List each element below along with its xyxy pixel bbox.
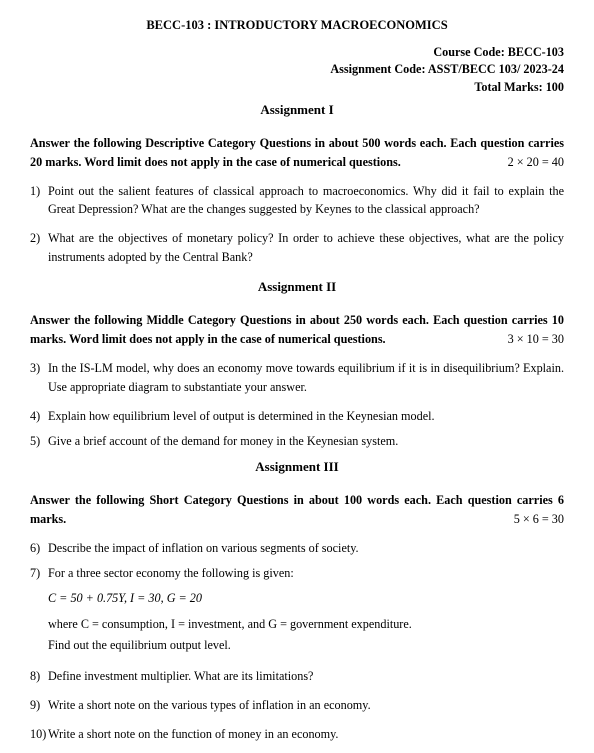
question-number: 7) — [30, 564, 40, 583]
question-7: 7) For a three sector economy the follow… — [30, 564, 564, 583]
question-7-equation: C = 50 + 0.75Y, I = 30, G = 20 — [30, 589, 564, 608]
assignment-code: Assignment Code: ASST/BECC 103/ 2023-24 — [30, 61, 564, 78]
total-marks: Total Marks: 100 — [30, 79, 564, 96]
question-text: Write a short note on the function of mo… — [48, 727, 338, 741]
question-number: 1) — [30, 182, 40, 201]
instructions-text: Answer the following Middle Category Que… — [30, 313, 564, 346]
instructions-text: Answer the following Short Category Ques… — [30, 493, 564, 526]
marks-value: 3 × 10 = 30 — [508, 332, 564, 346]
question-1: 1) Point out the salient features of cla… — [30, 182, 564, 220]
question-number: 3) — [30, 359, 40, 378]
question-text: In the IS-LM model, why does an economy … — [48, 361, 564, 394]
assignment-1-marks: 2 × 20 = 40 — [492, 153, 564, 172]
marks-value: 2 × 20 = 40 — [508, 155, 564, 169]
assignment-2-marks: 3 × 10 = 30 — [492, 330, 564, 349]
assignment-3-heading: Assignment III — [30, 457, 564, 477]
question-8: 8) Define investment multiplier. What ar… — [30, 667, 564, 686]
question-number: 6) — [30, 539, 40, 558]
question-number: 2) — [30, 229, 40, 248]
question-number: 4) — [30, 407, 40, 426]
question-text: Explain how equilibrium level of output … — [48, 409, 435, 423]
assignment-3-marks: 5 × 6 = 30 — [514, 510, 564, 529]
question-2: 2) What are the objectives of monetary p… — [30, 229, 564, 267]
question-number: 5) — [30, 432, 40, 451]
question-text: For a three sector economy the following… — [48, 566, 294, 580]
instructions-text: Answer the following Descriptive Categor… — [30, 136, 564, 169]
assignment-1-heading: Assignment I — [30, 100, 564, 120]
question-number: 8) — [30, 667, 40, 686]
assignment-3-instructions: Answer the following Short Category Ques… — [30, 491, 564, 529]
question-text: Define investment multiplier. What are i… — [48, 669, 313, 683]
question-text: What are the objectives of monetary poli… — [48, 231, 564, 264]
question-text: Write a short note on the various types … — [48, 698, 371, 712]
question-number: 10) — [30, 725, 46, 744]
assignment-2-heading: Assignment II — [30, 277, 564, 297]
assignment-1-instructions: Answer the following Descriptive Categor… — [30, 134, 564, 172]
question-4: 4) Explain how equilibrium level of outp… — [30, 407, 564, 426]
equation-text: C = 50 + 0.75Y, I = 30, G = 20 — [48, 591, 202, 605]
document-title: BECC-103 : INTRODUCTORY MACROECONOMICS — [30, 16, 564, 35]
question-6: 6) Describe the impact of inflation on v… — [30, 539, 564, 558]
question-text: Give a brief account of the demand for m… — [48, 434, 398, 448]
question-10: 10) Write a short note on the function o… — [30, 725, 564, 744]
assignment-2-instructions: Answer the following Middle Category Que… — [30, 311, 564, 349]
question-5: 5) Give a brief account of the demand fo… — [30, 432, 564, 451]
header-meta: Course Code: BECC-103 Assignment Code: A… — [30, 44, 564, 95]
question-number: 9) — [30, 696, 40, 715]
question-7-where: where C = consumption, I = investment, a… — [30, 615, 564, 634]
question-3: 3) In the IS-LM model, why does an econo… — [30, 359, 564, 397]
question-text: Describe the impact of inflation on vari… — [48, 541, 359, 555]
question-text: Point out the salient features of classi… — [48, 184, 564, 217]
course-code: Course Code: BECC-103 — [30, 44, 564, 61]
question-7-find: Find out the equilibrium output level. — [30, 636, 564, 655]
question-9: 9) Write a short note on the various typ… — [30, 696, 564, 715]
